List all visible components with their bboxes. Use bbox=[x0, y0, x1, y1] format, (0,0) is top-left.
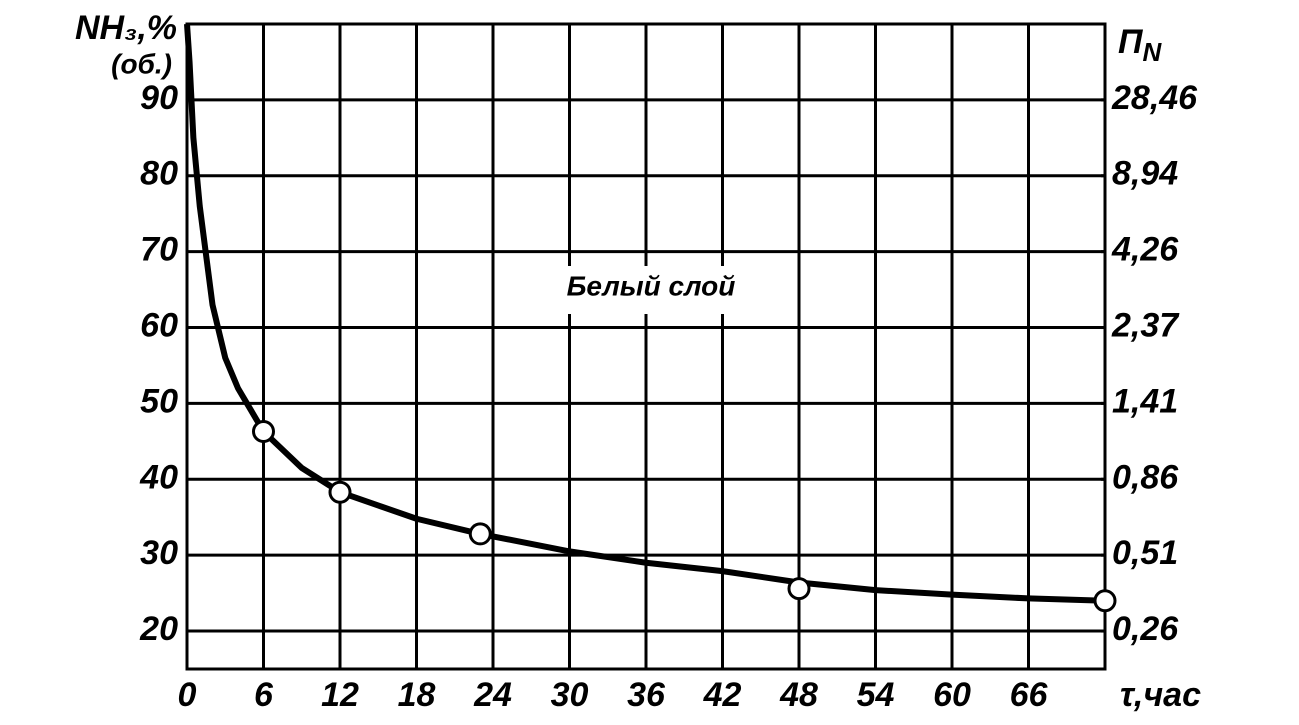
x-tick-label: 24 bbox=[473, 676, 512, 714]
x-tick-label: 60 bbox=[933, 676, 971, 714]
y-tick-label: 70 bbox=[140, 231, 178, 269]
y2-tick-label: 2,37 bbox=[1111, 307, 1180, 345]
x-axis-label: τ,час bbox=[1120, 676, 1201, 714]
y-tick-label: 30 bbox=[140, 534, 178, 572]
data-line bbox=[184, 23, 1106, 604]
y-tick-label: 80 bbox=[140, 155, 178, 193]
y-axis-label: NH₃,% bbox=[75, 9, 177, 47]
y2-tick-label: 4,26 bbox=[1111, 231, 1179, 269]
annotation: Белый слой bbox=[567, 270, 736, 301]
y-axis-unit: (об.) bbox=[111, 48, 172, 79]
y-tick-label: 40 bbox=[139, 458, 178, 496]
y2-tick-label: 0,51 bbox=[1112, 534, 1178, 572]
x-tick-label: 48 bbox=[779, 676, 818, 714]
y2-axis-label-main: П bbox=[1118, 23, 1144, 61]
y-tick-label: 50 bbox=[140, 382, 178, 420]
y-tick-label: 20 bbox=[139, 610, 178, 648]
y2-axis-label: ПN bbox=[1118, 23, 1162, 67]
annotation-bg bbox=[545, 266, 757, 314]
data-point bbox=[787, 577, 811, 601]
x-tick-label: 66 bbox=[1010, 676, 1049, 714]
x-tick-label: 54 bbox=[857, 676, 895, 714]
y2-tick-label: 8,94 bbox=[1112, 155, 1178, 193]
data-point bbox=[252, 419, 275, 443]
y2-tick-label: 0,86 bbox=[1112, 458, 1179, 496]
x-tick-label: 12 bbox=[321, 676, 359, 714]
y-tick-label: 90 bbox=[140, 79, 178, 117]
y-tick-label: 60 bbox=[140, 307, 178, 345]
x-tick-label: 6 bbox=[254, 676, 274, 714]
x-tick-label: 42 bbox=[703, 676, 742, 714]
x-tick-label: 0 bbox=[178, 676, 197, 714]
x-tick-label: 36 bbox=[627, 676, 666, 714]
x-tick-label: 30 bbox=[551, 676, 589, 714]
data-point bbox=[328, 480, 352, 504]
data-point bbox=[1093, 589, 1117, 613]
y2-tick-label: 1,41 bbox=[1112, 382, 1178, 420]
x-tick-label: 18 bbox=[398, 676, 436, 714]
y2-tick-label: 28,46 bbox=[1111, 79, 1198, 117]
y2-axis-label-sub: N bbox=[1142, 37, 1162, 67]
y2-tick-label: 0,26 bbox=[1112, 610, 1179, 648]
data-point bbox=[468, 522, 492, 546]
